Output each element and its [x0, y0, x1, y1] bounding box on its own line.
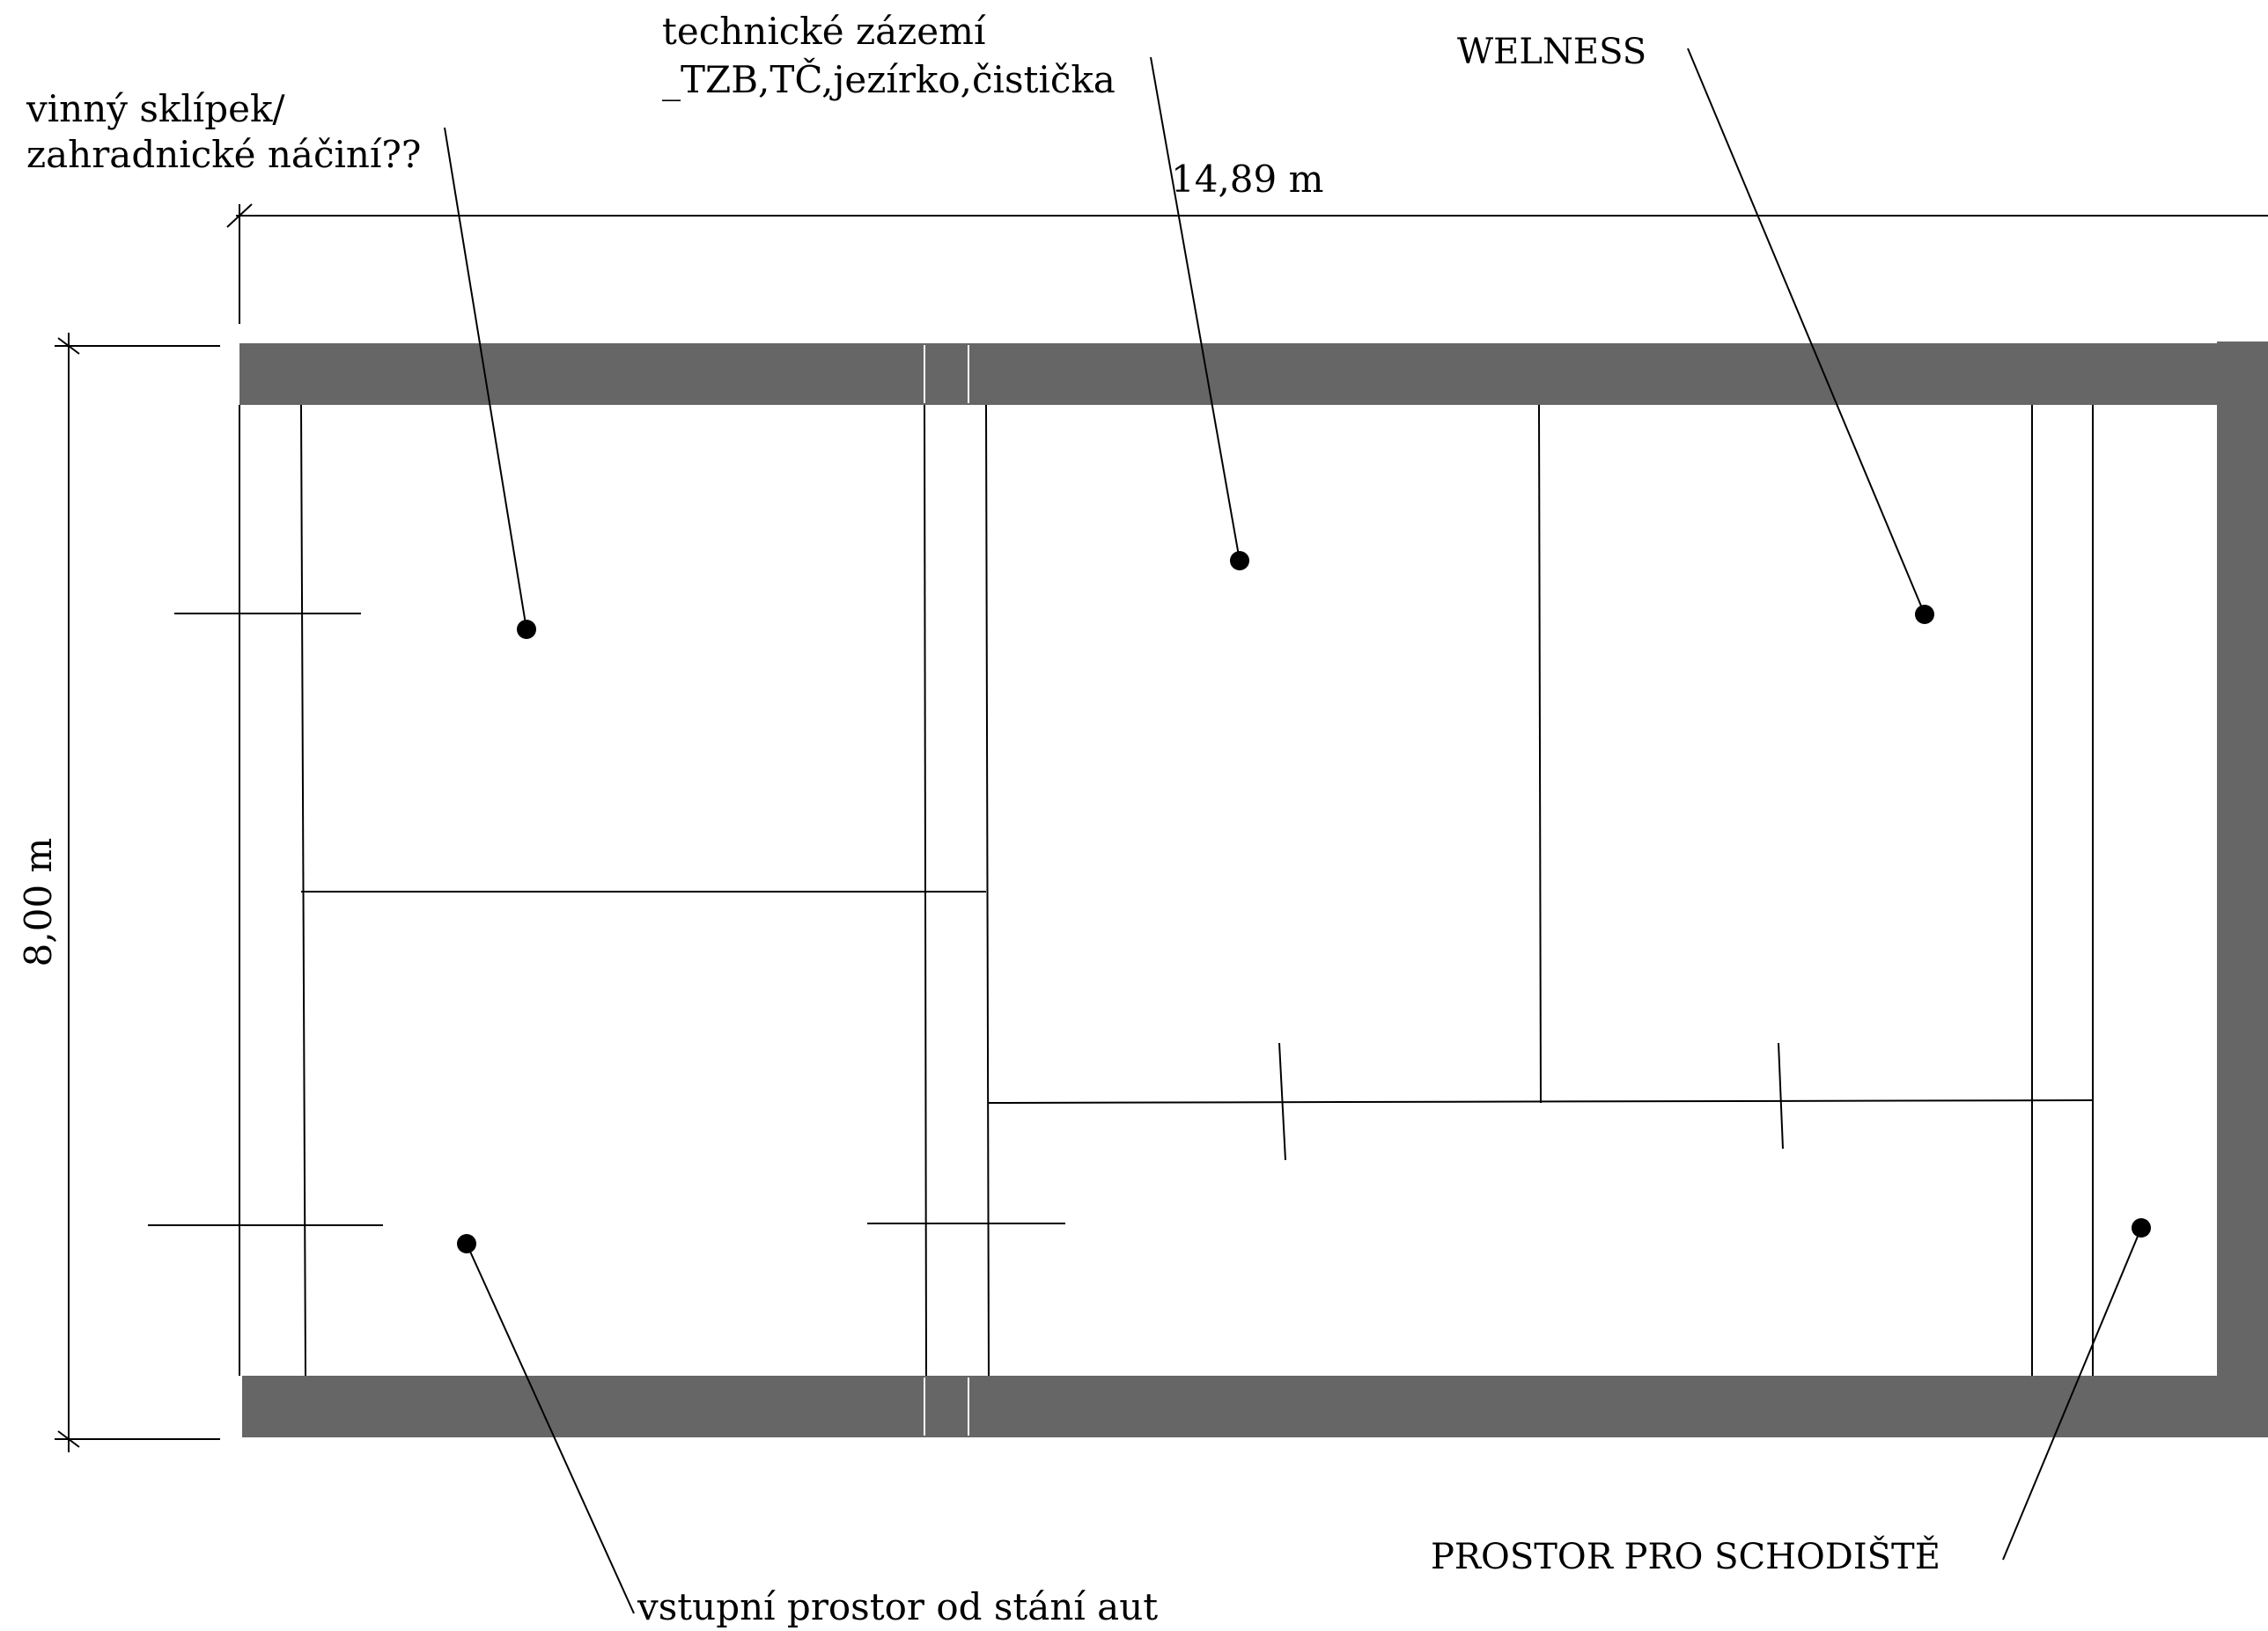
dot-technical [1230, 551, 1249, 570]
wall-joints [924, 345, 969, 1436]
technical-label-line2: _TZB,TČ,jezírko,čistička [662, 57, 1116, 101]
room-dots [457, 551, 2151, 1253]
partitions [239, 404, 2094, 1377]
entrance-label: vstupní prostor od stání aut [637, 1585, 1158, 1628]
dimension-width [226, 203, 2268, 324]
door-markers [148, 613, 1784, 1226]
right-wall [2217, 342, 2268, 1437]
top-wall [239, 343, 2222, 405]
staircase-label: PROSTOR PRO SCHODIŠTĚ [1431, 1536, 1940, 1577]
bottom-wall [242, 1376, 2223, 1437]
wine-cellar-label-line1: vinný sklípek/ [26, 87, 285, 130]
walls [239, 342, 2268, 1437]
leader-lines [444, 48, 2142, 1614]
dimension-height [55, 333, 220, 1452]
wellness-label: WELNESS [1457, 32, 1646, 72]
dot-wellness [1915, 605, 1934, 624]
width-dimension-label: 14,89 m [1171, 158, 1323, 201]
wine-cellar-label-line2: zahradnické náčiní?? [26, 133, 421, 176]
dot-staircase [2132, 1218, 2151, 1238]
dot-entrance [457, 1234, 476, 1253]
technical-label-line1: technické zázemí [662, 10, 986, 53]
height-dimension-label: 8,00 m [17, 838, 60, 967]
dot-wine-cellar [517, 620, 536, 639]
